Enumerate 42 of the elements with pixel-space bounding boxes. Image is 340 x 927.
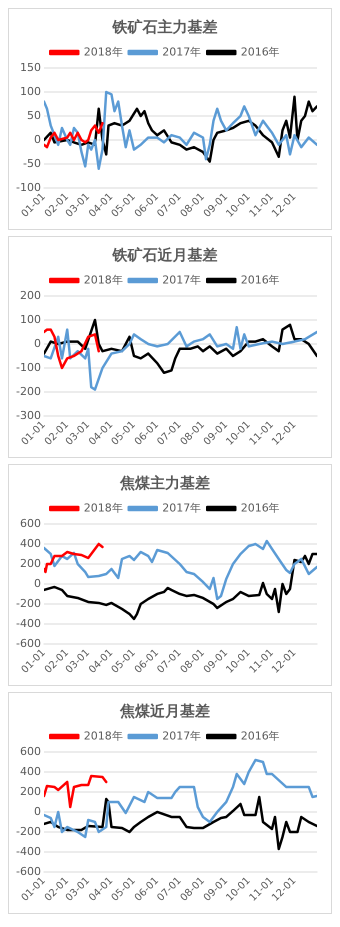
legend-label: 2018年 (84, 501, 123, 514)
legend-label: 2016年 (240, 273, 280, 286)
legend-label: 2017年 (162, 273, 202, 286)
y-tick-label: 400 (20, 536, 41, 550)
y-tick-label: 200 (20, 784, 41, 798)
y-tick-label: 50 (26, 108, 41, 122)
y-tick-label: 200 (20, 288, 41, 302)
legend-label: 2017年 (162, 501, 202, 514)
legend-label: 2018年 (84, 729, 123, 742)
y-tick-label: 150 (20, 60, 41, 74)
y-tick-label: 600 (20, 744, 41, 758)
y-tick-label: -600 (16, 636, 41, 650)
legend-label: 2016年 (240, 45, 280, 58)
y-tick-label: 0 (34, 576, 41, 590)
legend-label: 2017年 (162, 729, 202, 742)
y-tick-label: 0 (34, 132, 41, 146)
legend-label: 2018年 (84, 273, 123, 286)
y-tick-label: -200 (16, 384, 41, 398)
y-tick-label: 0 (34, 804, 41, 818)
y-tick-label: 100 (20, 84, 41, 98)
y-tick-label: 100 (20, 312, 41, 326)
y-tick-label: -50 (22, 156, 41, 170)
y-tick-label: -100 (16, 360, 41, 374)
y-tick-label: 200 (20, 556, 41, 570)
legend-label: 2016年 (240, 729, 280, 742)
y-tick-label: -400 (16, 616, 41, 630)
legend-label: 2017年 (162, 45, 202, 58)
y-tick-label: -200 (16, 596, 41, 610)
y-tick-label: 600 (20, 516, 41, 530)
y-tick-label: -300 (16, 408, 41, 422)
y-tick-label: 0 (34, 336, 41, 350)
y-tick-label: -100 (16, 180, 41, 194)
y-tick-label: -200 (16, 824, 41, 838)
chart-title: 焦煤近月基差 (119, 702, 210, 720)
legend-label: 2018年 (84, 45, 123, 58)
y-tick-label: 400 (20, 764, 41, 778)
chart-title: 铁矿石主力基差 (112, 18, 218, 36)
y-tick-label: -400 (16, 844, 41, 858)
chart-title: 焦煤主力基差 (119, 474, 210, 492)
chart-title: 铁矿石近月基差 (112, 246, 218, 264)
y-tick-label: -600 (16, 864, 41, 878)
legend-label: 2016年 (240, 501, 280, 514)
